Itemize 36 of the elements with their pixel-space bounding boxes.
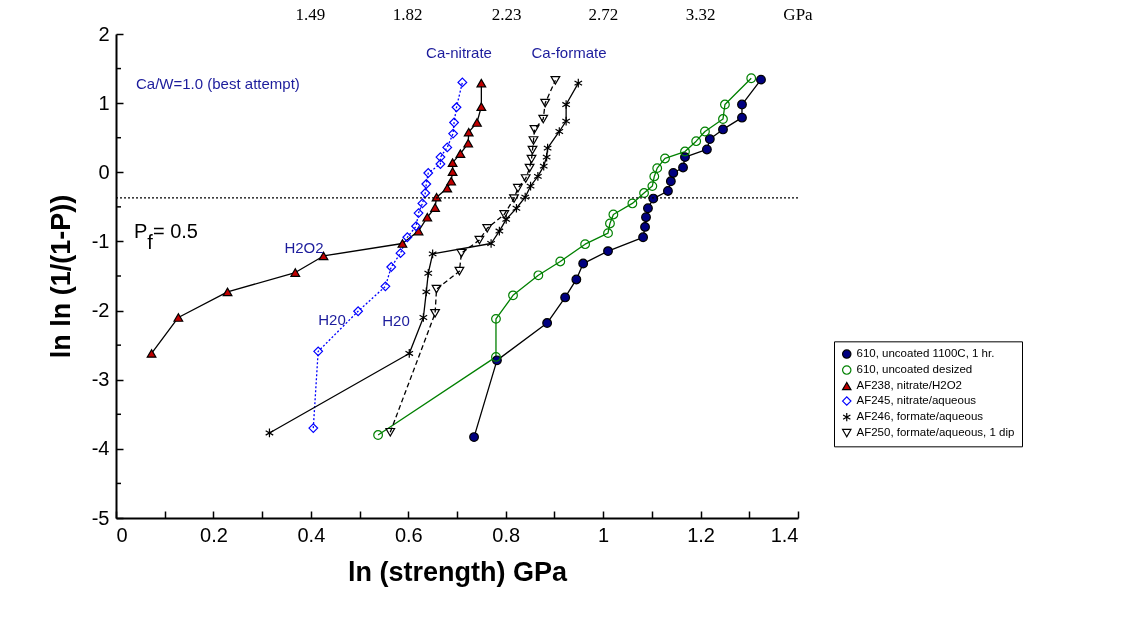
x-tick-label: 1 — [598, 523, 610, 546]
annotation: H20 — [382, 312, 410, 329]
legend-label: 610, uncoated desized — [856, 363, 973, 376]
y-tick-label: -2 — [91, 299, 110, 322]
x2-tick-label: 1.49 — [295, 5, 326, 24]
x-tick-label: 0.2 — [200, 523, 228, 546]
x2-axis-title: GPa — [783, 5, 814, 24]
y-tick-label: 0 — [98, 160, 110, 183]
x-tick-label: 0 — [116, 523, 128, 546]
y-tick-label: 1 — [98, 91, 110, 114]
legend-label: AF250, formate/aqueous, 1 dip — [856, 426, 1015, 439]
annotation: Ca-formate — [531, 44, 607, 61]
y-tick-label: 2 — [98, 22, 110, 45]
x-tick-label: 0.4 — [297, 523, 326, 546]
legend-label: AF246, formate/aqueous — [856, 410, 984, 423]
annotation: Ca-nitrate — [426, 44, 492, 61]
x2-tick-label: 3.32 — [685, 5, 716, 24]
x-tick-label: 1.4 — [770, 523, 799, 546]
x-tick-label: 1.2 — [687, 523, 715, 546]
x-axis-title: ln (strength) GPa — [347, 556, 568, 587]
y-tick-label: -4 — [91, 437, 110, 460]
y-tick-label: -1 — [91, 229, 110, 252]
x2-tick-label: 2.72 — [588, 5, 619, 24]
legend-label: AF238, nitrate/H2O2 — [856, 379, 962, 392]
x2-tick-label: 1.82 — [392, 5, 423, 24]
annotation: Ca/W=1.0 (best attempt) — [136, 75, 300, 92]
legend-label: AF245, nitrate/aqueous — [856, 394, 977, 407]
legend-label: 610, uncoated 1100C, 1 hr. — [856, 347, 995, 360]
y-tick-label: -3 — [91, 368, 110, 391]
y-axis-title: ln ln (1/(1-P)) — [45, 194, 76, 359]
x-tick-label: 0.6 — [394, 523, 423, 546]
y-tick-label: -5 — [91, 506, 110, 529]
annotation: H20 — [318, 311, 346, 328]
x2-tick-label: 2.23 — [491, 5, 522, 24]
x-tick-label: 0.8 — [492, 523, 521, 546]
annotation: H2O2 — [284, 239, 324, 256]
